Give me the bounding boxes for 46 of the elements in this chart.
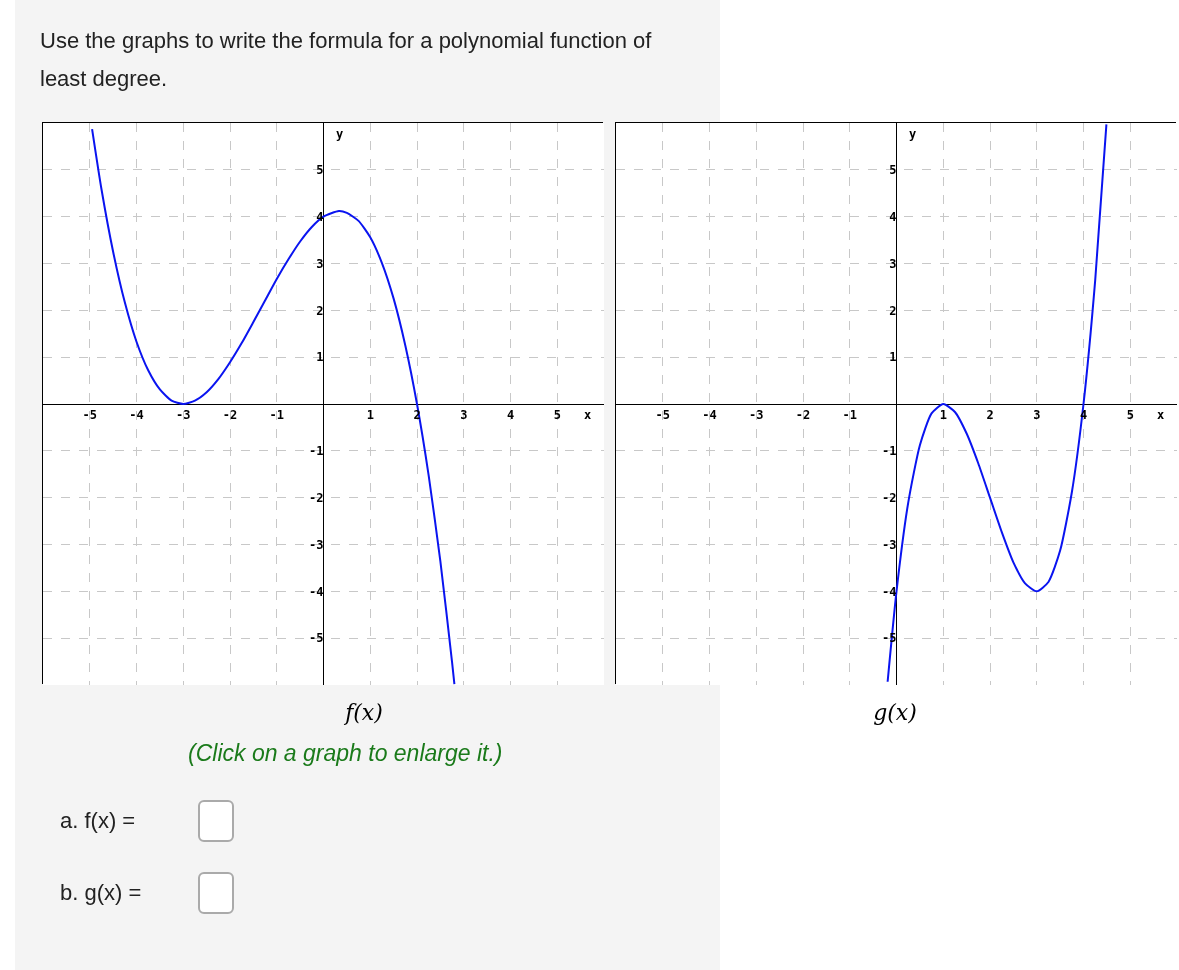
y-tick-label: -2	[882, 490, 897, 505]
y-tick-label: 5	[889, 163, 897, 178]
x-tick-label: 2	[986, 408, 994, 422]
x-tick-label: 3	[460, 408, 468, 422]
y-tick-label: -3	[309, 537, 324, 552]
y-tick-label: -1	[882, 444, 897, 459]
y-axis-title: y	[909, 127, 917, 141]
text: Use the graphs to write the formula for a polynomial function of least degree.	[40, 27, 653, 93]
x-tick-label: 5	[1126, 408, 1134, 422]
y-tick-label: -2	[309, 490, 324, 505]
y-tick-label: 1	[889, 350, 897, 365]
y-tick-label: -1	[309, 444, 324, 459]
x-tick-label: 1	[939, 408, 947, 422]
x-tick-label: -3	[749, 408, 764, 422]
y-tick-label: -3	[882, 537, 897, 552]
y-tick-label: 2	[316, 303, 324, 318]
text: f(x)	[343, 700, 384, 725]
y-tick-label: 3	[889, 256, 897, 271]
y-tick-label: 1	[316, 350, 324, 365]
x-tick-label: -2	[222, 408, 238, 422]
y-axis-title: y	[336, 127, 344, 141]
y-tick-label: -4	[309, 584, 324, 599]
x-tick-label: -5	[655, 408, 670, 422]
x-tick-label: -5	[82, 408, 97, 422]
y-tick-label: 5	[316, 163, 324, 178]
x-tick-label: 1	[366, 408, 374, 422]
x-axis-title: x	[1157, 408, 1165, 422]
y-tick-label: 4	[889, 209, 897, 224]
x-tick-label: -1	[269, 408, 284, 422]
x-tick-label: 5	[553, 408, 561, 422]
text: a. f(x) =	[60, 808, 137, 834]
x-tick-label: -3	[176, 408, 191, 422]
y-tick-label: -5	[309, 631, 324, 646]
y-tick-label: -4	[882, 584, 897, 599]
text: (Click on a graph to enlarge it.)	[188, 740, 504, 767]
x-tick-label: 3	[1033, 408, 1041, 422]
x-axis-title: x	[584, 408, 592, 422]
x-tick-label: -2	[795, 408, 811, 422]
x-tick-label: -1	[842, 408, 857, 422]
text: g(x)	[872, 700, 918, 725]
x-tick-label: -4	[129, 408, 144, 422]
y-tick-label: 2	[889, 303, 897, 318]
text: b. g(x) =	[60, 880, 143, 906]
x-tick-label: -4	[702, 408, 717, 422]
x-tick-label: 4	[506, 408, 515, 422]
y-tick-label: 3	[316, 256, 324, 271]
